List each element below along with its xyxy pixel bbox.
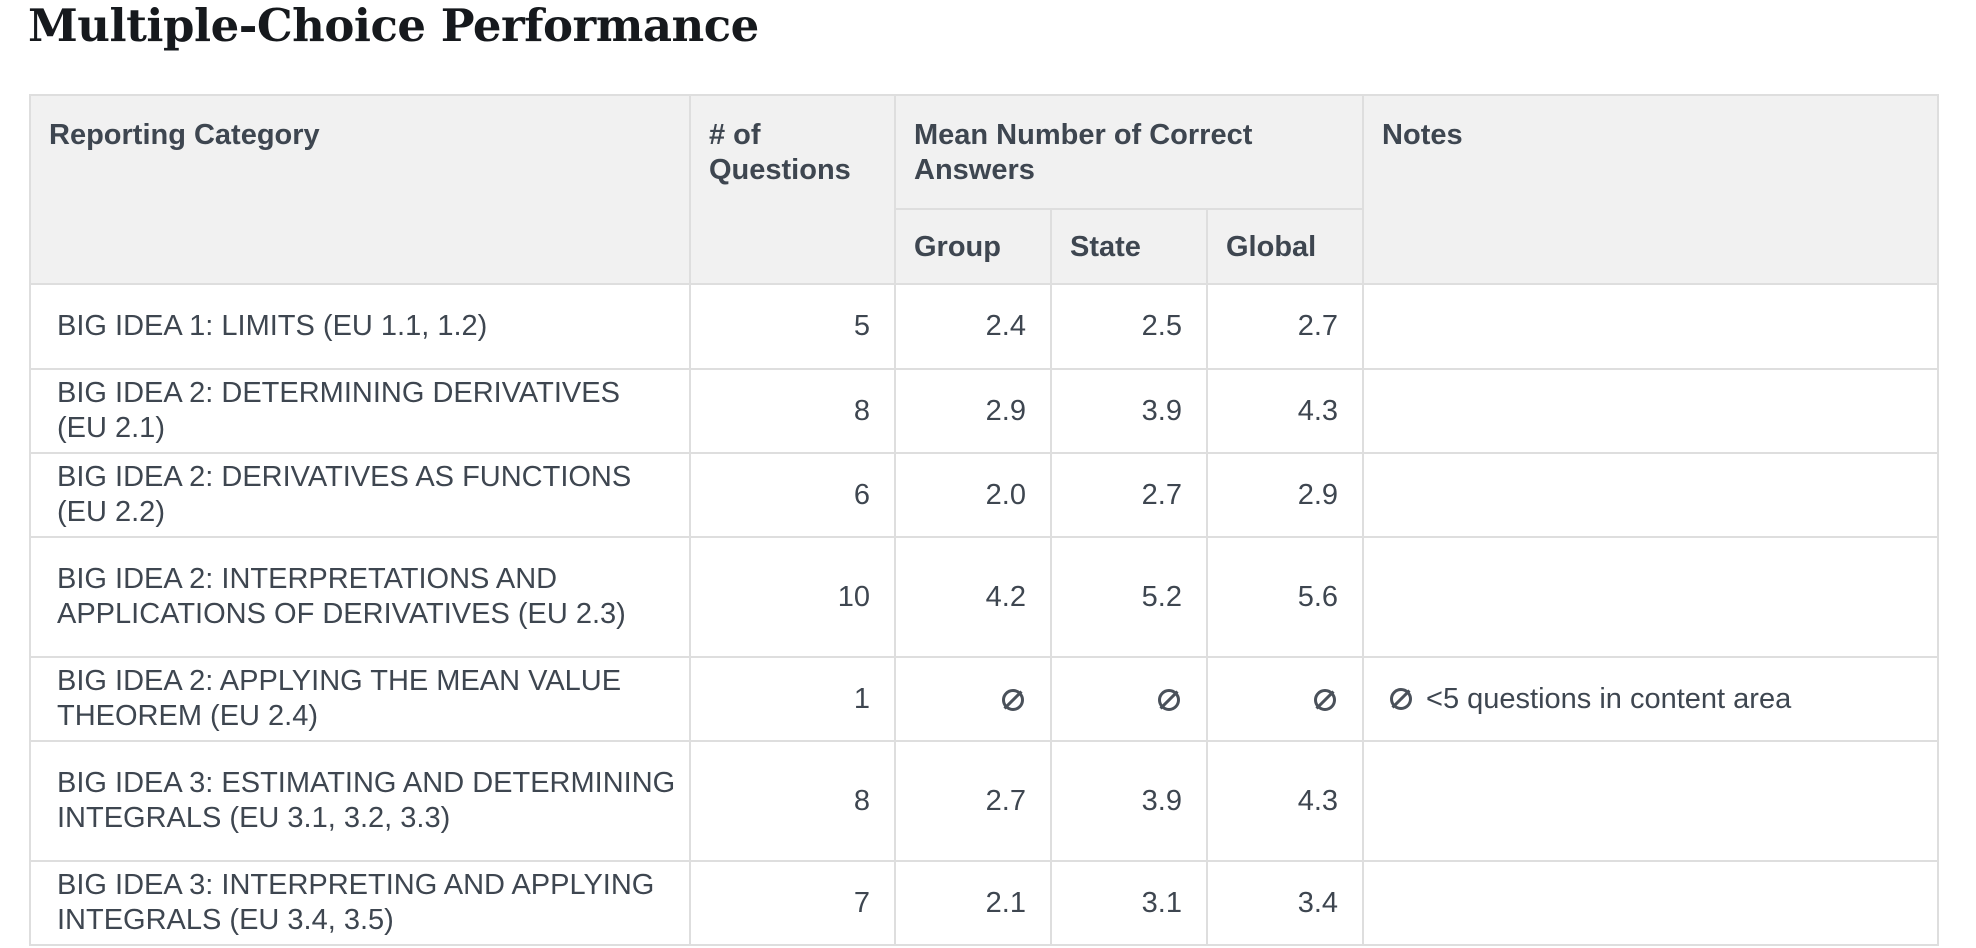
global-cell: 5.6 xyxy=(1205,536,1365,658)
header-num-questions-line2: Questions xyxy=(709,154,851,186)
performance-table: Reporting Category # of Questions Mean Nu… xyxy=(29,94,1940,946)
table-row: BIG IDEA 2: INTERPRETATIONS AND APPLICAT… xyxy=(29,536,1940,658)
not-available-icon xyxy=(1158,688,1180,711)
state-cell: 3.9 xyxy=(1050,740,1208,862)
table-row: BIG IDEA 2: DETERMINING DERIVATIVES (EU … xyxy=(29,368,1940,454)
global-cell: 2.7 xyxy=(1205,283,1365,370)
questions-cell: 7 xyxy=(689,860,896,946)
state-cell: 2.5 xyxy=(1050,283,1208,370)
group-cell: 2.9 xyxy=(894,368,1052,454)
global-cell: 3.4 xyxy=(1205,860,1365,946)
notes-cell xyxy=(1362,536,1940,658)
reporting-category-cell: BIG IDEA 2: INTERPRETATIONS AND APPLICAT… xyxy=(29,536,691,658)
state-cell xyxy=(1050,656,1208,742)
header-notes: Notes xyxy=(1362,94,1940,285)
table-row: BIG IDEA 2: APPLYING THE MEAN VALUE THEO… xyxy=(29,656,1940,742)
header-num-questions: # of Questions xyxy=(689,94,896,285)
not-available-icon xyxy=(1002,688,1024,711)
global-cell: 4.3 xyxy=(1205,740,1365,862)
notes-cell xyxy=(1362,368,1940,454)
notes-cell: <5 questions in content area xyxy=(1362,656,1940,742)
notes-cell xyxy=(1362,740,1940,862)
header-global: Global xyxy=(1205,208,1365,285)
reporting-category-cell: BIG IDEA 2: APPLYING THE MEAN VALUE THEO… xyxy=(29,656,691,742)
table-body: BIG IDEA 1: LIMITS (EU 1.1, 1.2) 5 2.4 2.5 2… xyxy=(29,283,1940,946)
table-row: BIG IDEA 3: INTERPRETING AND APPLYING IN… xyxy=(29,860,1940,946)
global-cell: 2.9 xyxy=(1205,452,1365,538)
reporting-category-cell: BIG IDEA 2: DETERMINING DERIVATIVES (EU … xyxy=(29,368,691,454)
reporting-category-cell: BIG IDEA 2: DERIVATIVES AS FUNCTIONS (EU… xyxy=(29,452,691,538)
reporting-category-cell: BIG IDEA 1: LIMITS (EU 1.1, 1.2) xyxy=(29,283,691,370)
state-cell: 5.2 xyxy=(1050,536,1208,658)
header-state: State xyxy=(1050,208,1208,285)
header-group: Group xyxy=(894,208,1052,285)
questions-cell: 8 xyxy=(689,368,896,454)
state-cell: 3.1 xyxy=(1050,860,1208,946)
header-row: Reporting Category # of Questions Mean Nu… xyxy=(29,94,1940,285)
reporting-category-cell: BIG IDEA 3: ESTIMATING AND DETERMINING I… xyxy=(29,740,691,862)
questions-cell: 10 xyxy=(689,536,896,658)
group-cell: 4.2 xyxy=(894,536,1052,658)
questions-cell: 6 xyxy=(689,452,896,538)
not-available-icon xyxy=(1314,688,1337,711)
questions-cell: 5 xyxy=(689,283,896,370)
reporting-category-cell: BIG IDEA 3: INTERPRETING AND APPLYING IN… xyxy=(29,860,691,946)
notes-cell xyxy=(1362,452,1940,538)
not-available-icon xyxy=(1390,688,1413,711)
notes-cell xyxy=(1362,860,1940,946)
header-num-questions-line1: # of xyxy=(709,119,761,151)
table-row: BIG IDEA 1: LIMITS (EU 1.1, 1.2) 5 2.4 2.5 2… xyxy=(29,283,1940,370)
notes-cell xyxy=(1362,283,1940,370)
table-row: BIG IDEA 3: ESTIMATING AND DETERMINING I… xyxy=(29,740,1940,862)
group-cell: 2.7 xyxy=(894,740,1052,862)
global-cell xyxy=(1205,656,1365,742)
header-mean-correct: Mean Number of Correct Answers xyxy=(893,94,1365,210)
state-cell: 2.7 xyxy=(1050,452,1208,538)
group-cell: 2.1 xyxy=(894,860,1052,946)
group-cell xyxy=(894,656,1052,742)
state-cell: 3.9 xyxy=(1050,368,1208,454)
note-text: <5 questions in content area xyxy=(1426,682,1792,715)
table-row: BIG IDEA 2: DERIVATIVES AS FUNCTIONS (EU… xyxy=(29,452,1940,538)
subheader-row: Group State Global xyxy=(30,208,1938,285)
group-cell: 2.0 xyxy=(894,452,1052,538)
questions-cell: 8 xyxy=(689,740,896,862)
questions-cell: 1 xyxy=(689,656,896,742)
page-title: Multiple-Choice Performance xyxy=(28,0,759,52)
header-reporting-category: Reporting Category xyxy=(29,94,691,285)
global-cell: 4.3 xyxy=(1205,368,1365,454)
group-cell: 2.4 xyxy=(894,283,1052,370)
